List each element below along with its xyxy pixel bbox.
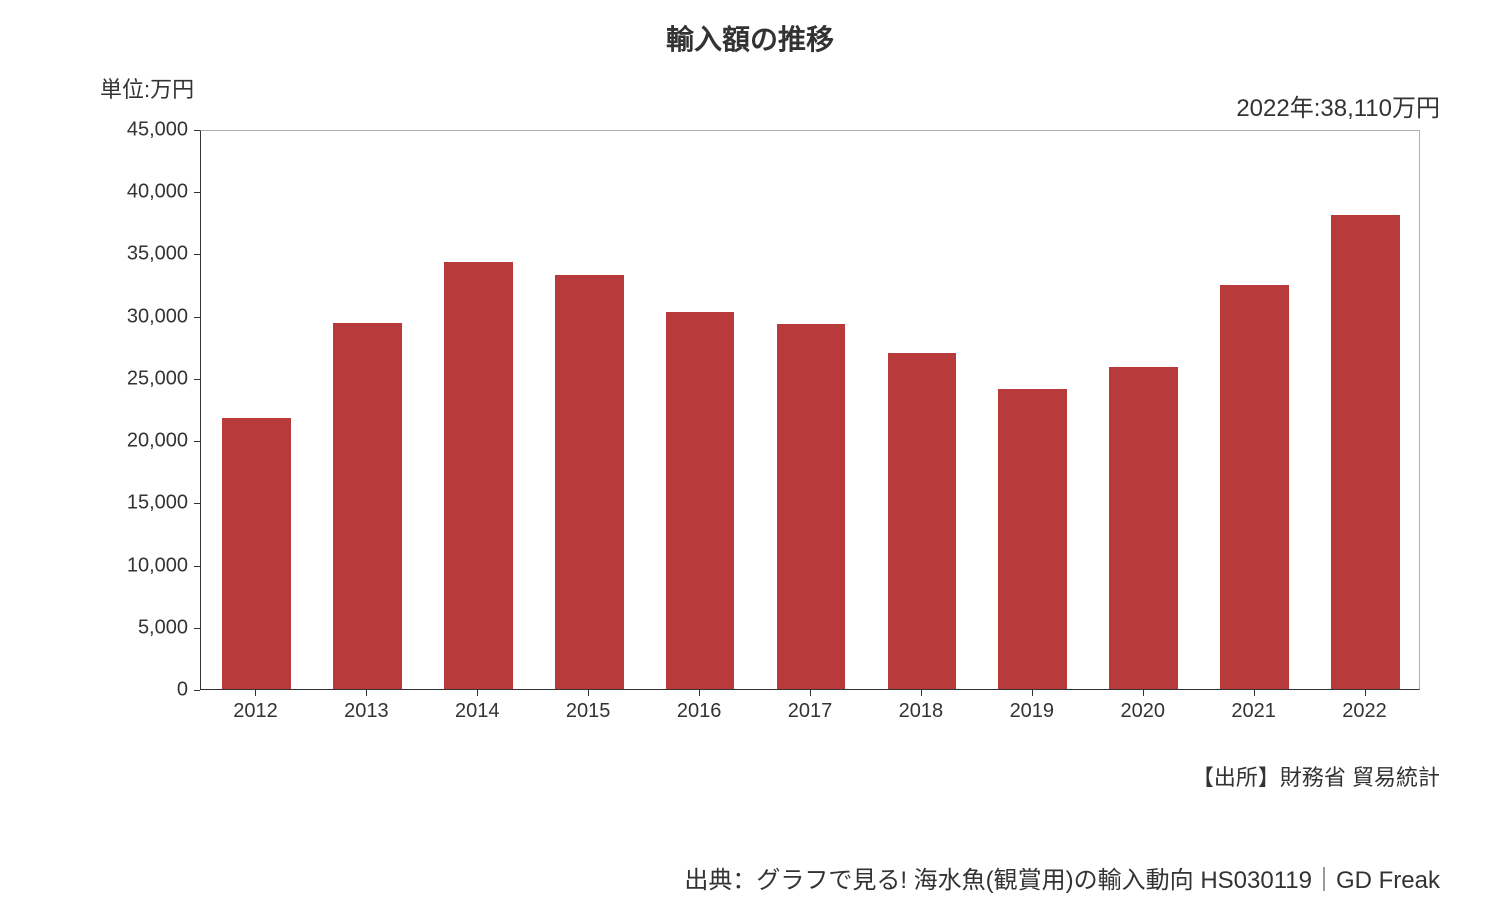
bar [1109, 367, 1178, 689]
x-tick-mark [810, 690, 811, 696]
x-tick-label: 2018 [899, 700, 944, 723]
x-tick-label: 2021 [1231, 700, 1276, 723]
x-tick-label: 2019 [1010, 700, 1055, 723]
y-tick-mark [194, 130, 200, 131]
y-tick-mark [194, 441, 200, 442]
x-tick-label: 2012 [233, 700, 278, 723]
bar [998, 389, 1067, 689]
bar [666, 312, 735, 689]
credit-line: 出典：グラフで見る! 海水魚(観賞用)の輸入動向 HS030119｜GD Fre… [684, 860, 1440, 895]
x-tick-mark [255, 690, 256, 696]
y-tick-mark [194, 628, 200, 629]
y-tick-mark [194, 379, 200, 380]
x-tick-mark [588, 690, 589, 696]
x-tick-mark [366, 690, 367, 696]
x-tick-mark [1365, 690, 1366, 696]
y-tick-label: 35,000 [88, 243, 188, 266]
y-tick-label: 20,000 [88, 430, 188, 453]
bar [888, 353, 957, 689]
x-tick-label: 2013 [344, 700, 389, 723]
x-tick-label: 2014 [455, 700, 500, 723]
y-tick-label: 10,000 [88, 554, 188, 577]
y-tick-label: 25,000 [88, 367, 188, 390]
x-tick-mark [477, 690, 478, 696]
x-tick-label: 2016 [677, 700, 722, 723]
y-tick-label: 0 [88, 679, 188, 702]
x-tick-mark [1032, 690, 1033, 696]
y-tick-mark [194, 690, 200, 691]
unit-label: 単位:万円 [100, 72, 194, 104]
source-attribution: 【出所】財務省 貿易統計 [1192, 760, 1440, 792]
chart-title: 輸入額の推移 [0, 18, 1500, 58]
x-tick-label: 2015 [566, 700, 611, 723]
bar-chart-plot [200, 130, 1420, 690]
bar [1220, 285, 1289, 689]
y-tick-mark [194, 566, 200, 567]
bar [555, 275, 624, 689]
y-tick-mark [194, 503, 200, 504]
y-tick-label: 30,000 [88, 305, 188, 328]
y-tick-mark [194, 317, 200, 318]
y-tick-label: 5,000 [88, 616, 188, 639]
bar [777, 324, 846, 689]
value-annotation: 2022年:38,110万円 [1236, 88, 1440, 123]
y-tick-mark [194, 254, 200, 255]
y-tick-label: 45,000 [88, 119, 188, 142]
x-tick-mark [699, 690, 700, 696]
x-tick-label: 2020 [1120, 700, 1165, 723]
y-tick-mark [194, 192, 200, 193]
x-tick-mark [1143, 690, 1144, 696]
bar [333, 323, 402, 689]
y-tick-label: 15,000 [88, 492, 188, 515]
bar [222, 418, 291, 689]
bar [1331, 215, 1400, 689]
x-tick-label: 2022 [1342, 700, 1387, 723]
x-tick-mark [1254, 690, 1255, 696]
x-tick-label: 2017 [788, 700, 833, 723]
bar [444, 262, 513, 689]
y-tick-label: 40,000 [88, 181, 188, 204]
x-tick-mark [921, 690, 922, 696]
